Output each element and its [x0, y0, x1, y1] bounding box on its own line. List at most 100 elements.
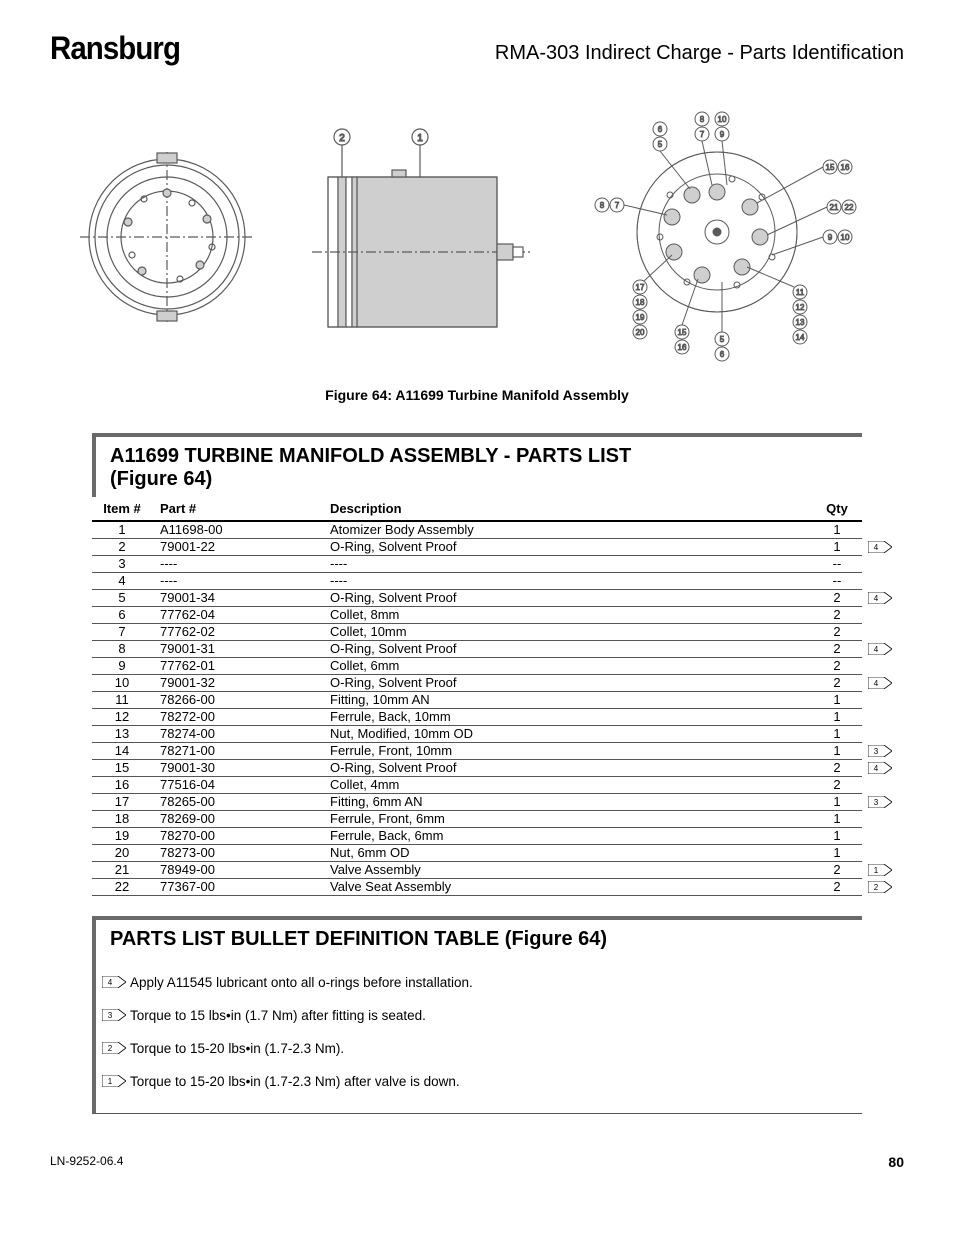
row-note-flag	[868, 555, 898, 572]
table-row: 20 78273-00 Nut, 6mm OD 1	[92, 844, 862, 861]
cell-qty: 1	[812, 810, 862, 827]
bullet-line: 2 Torque to 15-20 lbs•in (1.7-2.3 Nm).	[96, 1037, 862, 1070]
cell-item: 19	[92, 827, 152, 844]
table-row: 11 78266-00 Fitting, 10mm AN 1	[92, 691, 862, 708]
cell-desc: ----	[322, 555, 812, 572]
bullet-definition-section: PARTS LIST BULLET DEFINITION TABLE (Figu…	[92, 916, 862, 1114]
cell-desc: Nut, Modified, 10mm OD	[322, 725, 812, 742]
table-row: 18 78269-00 Ferrule, Front, 6mm 1	[92, 810, 862, 827]
cell-desc: O-Ring, Solvent Proof	[322, 640, 812, 657]
cell-qty: 2	[812, 861, 862, 878]
row-note-flag	[868, 708, 898, 725]
svg-text:1: 1	[417, 133, 423, 144]
cell-part: 78949-00	[152, 861, 322, 878]
cell-part: 77367-00	[152, 878, 322, 895]
table-row: 4 ---- ---- --	[92, 572, 862, 589]
table-row: 16 77516-04 Collet, 4mm 2	[92, 776, 862, 793]
cell-part: 78274-00	[152, 725, 322, 742]
svg-text:7: 7	[615, 201, 620, 210]
cell-desc: Collet, 4mm	[322, 776, 812, 793]
cell-qty: 2	[812, 589, 862, 606]
row-note-flag	[868, 691, 898, 708]
svg-text:16: 16	[678, 343, 687, 352]
figure-caption: Figure 64: A11699 Turbine Manifold Assem…	[50, 387, 904, 403]
page-footer: LN-9252-06.4 80	[50, 1154, 904, 1170]
table-row: 1 A11698-00 Atomizer Body Assembly 1	[92, 521, 862, 538]
diagram-side-view: 2 1	[292, 122, 542, 352]
row-note-flag: 4	[868, 640, 898, 657]
parts-list-title: A11699 TURBINE MANIFOLD ASSEMBLY - PARTS…	[110, 445, 848, 491]
cell-item: 8	[92, 640, 152, 657]
document-title: RMA-303 Indirect Charge - Parts Identifi…	[495, 42, 904, 65]
diagram-front-view	[72, 137, 262, 337]
svg-text:3: 3	[874, 798, 879, 807]
svg-text:19: 19	[636, 313, 645, 322]
document-code: LN-9252-06.4	[50, 1154, 123, 1170]
cell-item: 18	[92, 810, 152, 827]
bullet-flag-icon: 1	[102, 1075, 126, 1087]
cell-item: 13	[92, 725, 152, 742]
cell-part: 77762-04	[152, 606, 322, 623]
cell-desc: O-Ring, Solvent Proof	[322, 674, 812, 691]
bullet-flag-icon: 2	[102, 1042, 126, 1054]
cell-item: 5	[92, 589, 152, 606]
cell-desc: O-Ring, Solvent Proof	[322, 759, 812, 776]
svg-text:5: 5	[720, 335, 725, 344]
cell-part: 78273-00	[152, 844, 322, 861]
svg-text:2: 2	[339, 133, 345, 144]
svg-text:10: 10	[718, 115, 727, 124]
svg-text:4: 4	[874, 679, 879, 688]
cell-item: 16	[92, 776, 152, 793]
svg-text:21: 21	[830, 203, 839, 212]
svg-text:1: 1	[874, 866, 879, 875]
svg-text:13: 13	[796, 318, 805, 327]
cell-part: 79001-30	[152, 759, 322, 776]
cell-item: 20	[92, 844, 152, 861]
cell-item: 4	[92, 572, 152, 589]
cell-qty: 2	[812, 657, 862, 674]
row-note-flag: 1	[868, 861, 898, 878]
row-note-flag: 3	[868, 793, 898, 810]
table-row: 19 78270-00 Ferrule, Back, 6mm 1	[92, 827, 862, 844]
cell-item: 6	[92, 606, 152, 623]
svg-text:7: 7	[700, 130, 705, 139]
cell-desc: Nut, 6mm OD	[322, 844, 812, 861]
svg-text:20: 20	[636, 328, 645, 337]
cell-qty: 1	[812, 538, 862, 555]
row-note-flag	[868, 572, 898, 589]
svg-text:22: 22	[845, 203, 854, 212]
svg-text:9: 9	[720, 130, 725, 139]
svg-text:4: 4	[108, 978, 113, 987]
row-note-flag: 3	[868, 742, 898, 759]
svg-text:8: 8	[700, 115, 705, 124]
table-row: 22 77367-00 Valve Seat Assembly 2	[92, 878, 862, 895]
cell-qty: 1	[812, 725, 862, 742]
cell-item: 21	[92, 861, 152, 878]
svg-text:2: 2	[874, 883, 879, 892]
cell-item: 3	[92, 555, 152, 572]
svg-text:16: 16	[841, 163, 850, 172]
bullet-flag-icon: 3	[102, 1009, 126, 1021]
svg-text:1: 1	[108, 1077, 113, 1086]
parts-list-section: A11699 TURBINE MANIFOLD ASSEMBLY - PARTS…	[92, 433, 862, 896]
cell-desc: Fitting, 6mm AN	[322, 793, 812, 810]
cell-item: 12	[92, 708, 152, 725]
row-note-flag	[868, 776, 898, 793]
col-desc: Description	[322, 497, 812, 521]
cell-item: 10	[92, 674, 152, 691]
cell-desc: Valve Assembly	[322, 861, 812, 878]
row-note-flag	[868, 606, 898, 623]
cell-qty: 1	[812, 521, 862, 538]
cell-desc: Ferrule, Back, 6mm	[322, 827, 812, 844]
row-note-flag	[868, 725, 898, 742]
table-header-row: Item # Part # Description Qty	[92, 497, 862, 521]
cell-part: 79001-34	[152, 589, 322, 606]
cell-desc: ----	[322, 572, 812, 589]
svg-text:2: 2	[108, 1044, 113, 1053]
cell-part: 77516-04	[152, 776, 322, 793]
svg-text:4: 4	[874, 594, 879, 603]
bullet-text: Torque to 15-20 lbs•in (1.7-2.3 Nm) afte…	[130, 1074, 460, 1089]
cell-item: 14	[92, 742, 152, 759]
svg-text:6: 6	[720, 350, 725, 359]
cell-part: ----	[152, 555, 322, 572]
